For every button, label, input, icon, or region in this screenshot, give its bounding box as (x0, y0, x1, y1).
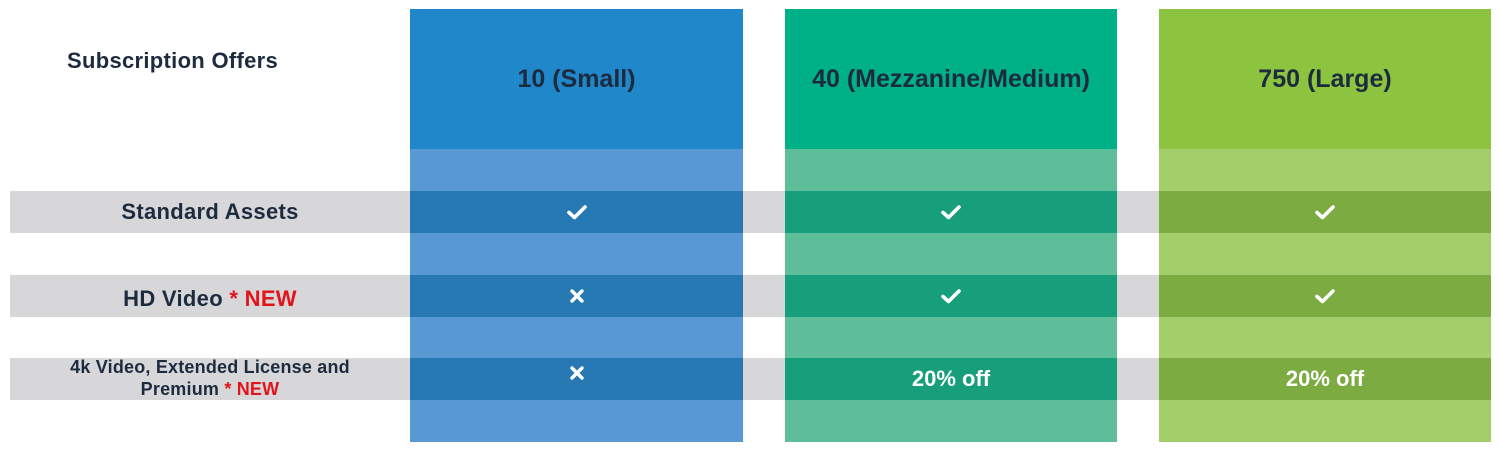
new-badge: * NEW (224, 379, 280, 399)
plan-column-small: 10 (Small) (410, 9, 743, 442)
check-icon (1315, 289, 1335, 304)
cell-hd-video-medium (785, 275, 1117, 317)
new-badge: * NEW (229, 286, 297, 311)
row-label-text: HD Video (123, 286, 223, 311)
row-label-4k-video: 4k Video, Extended License and Premium *… (10, 356, 410, 400)
plan-name: 750 (Large) (1258, 64, 1392, 93)
check-icon (566, 205, 587, 220)
cross-icon (569, 366, 584, 380)
cell-4k-video-large: 20% off (1159, 358, 1491, 400)
check-icon (941, 289, 961, 304)
cell-4k-video-medium: 20% off (785, 358, 1117, 400)
page-title: Subscription Offers (67, 48, 279, 73)
row-label-text-line2: Premium (140, 379, 220, 399)
plan-header-small: 10 (Small) (410, 9, 743, 149)
cell-4k-video-small (410, 358, 743, 400)
cell-standard-assets-large (1159, 191, 1491, 233)
cell-standard-assets-small (410, 191, 743, 233)
plan-name: 10 (Small) (517, 64, 636, 93)
row-label-text: Standard Assets (121, 199, 299, 224)
plan-column-medium: 40 (Mezzanine/Medium) 20% off (785, 9, 1117, 442)
discount-text: 20% off (911, 366, 991, 391)
discount-text: 20% off (1285, 366, 1365, 391)
row-label-standard-assets: Standard Assets (10, 191, 410, 233)
plan-header-large: 750 (Large) (1159, 9, 1491, 149)
plan-name: 40 (Mezzanine/Medium) (812, 64, 1090, 93)
plan-body-medium: 20% off (785, 149, 1117, 442)
cell-hd-video-large (1159, 275, 1491, 317)
plan-column-large: 750 (Large) 20% off (1159, 9, 1491, 442)
cross-icon (569, 289, 584, 303)
plan-body-large: 20% off (1159, 149, 1491, 442)
row-label-text-line1: 4k Video, Extended License and (70, 357, 350, 377)
check-icon (1315, 205, 1335, 220)
plan-header-medium: 40 (Mezzanine/Medium) (785, 9, 1117, 149)
cell-standard-assets-medium (785, 191, 1117, 233)
row-label-hd-video: HD Video * NEW (10, 278, 410, 320)
plan-body-small (410, 149, 743, 442)
cell-hd-video-small (410, 275, 743, 317)
check-icon (941, 205, 961, 220)
